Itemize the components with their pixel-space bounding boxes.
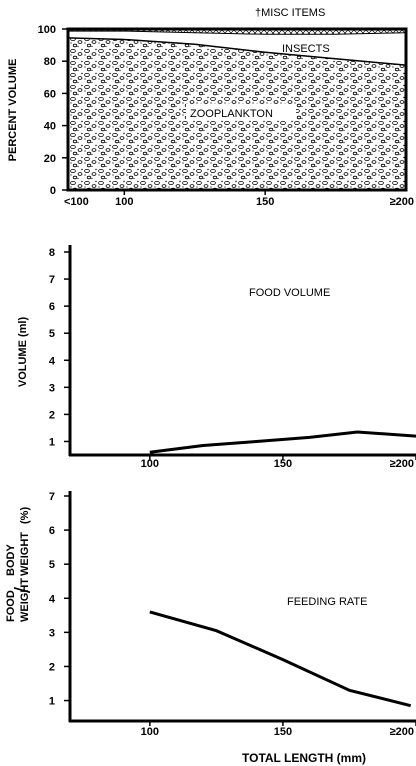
p1-y-tick-label: 40: [44, 121, 56, 133]
p2-y-tick-label: 1: [49, 436, 55, 448]
p3-y-axis-label: FOOD WEIGHT / BODY WEIGHT (%): [5, 507, 35, 622]
p3-x-tick-label: 150: [274, 726, 292, 738]
p2-x-tick-label: 150: [274, 458, 292, 470]
p1-x-tick-label: 100: [115, 196, 133, 208]
p2-food-volume-line: [149, 430, 416, 454]
p1-y-ticks: 0 20 40 60 80 100: [38, 24, 68, 197]
p3-y-tick-label: 5: [49, 559, 55, 571]
p2-y-tick-label: 3: [49, 382, 55, 394]
p1-x-tick-label: <100: [64, 196, 89, 208]
p2-y-tick-label: 8: [49, 247, 55, 259]
p3-y-tick-label: 4: [49, 593, 56, 605]
p3-ylabel-weight-1: WEIGHT: [19, 578, 31, 622]
p1-y-tick-label: 20: [44, 153, 56, 165]
p2-y-tick-label: 5: [49, 328, 55, 340]
p3-y-tick-label: 3: [49, 627, 55, 639]
p3-ylabel-slash: /: [10, 586, 35, 593]
p2-x-ticks: 100 150 ≥200: [141, 455, 416, 470]
p3-y-tick-label: 7: [49, 491, 55, 503]
p1-y-tick-label: 0: [50, 185, 56, 197]
p3-x-axis-label: TOTAL LENGTH (mm): [242, 751, 366, 765]
p3-ylabel-food: FOOD: [5, 590, 17, 622]
p2-x-tick-label: 100: [141, 458, 159, 470]
p3-title: FEEDING RATE: [287, 596, 367, 608]
p2-y-tick-label: 4: [49, 355, 56, 367]
p3-y-tick-label: 6: [49, 525, 55, 537]
p2-y-axis-label: VOLUME (ml): [17, 317, 29, 388]
p2-y-tick-label: 7: [49, 274, 55, 286]
panel-feeding-rate: 1 2 3 4 5 6 7 100 150 ≥200 FOOD WEIGHT / BODY WE…: [5, 491, 416, 765]
p1-zooplankton-label-bg: [186, 104, 296, 120]
p1-y-tick-label: 60: [44, 88, 56, 100]
p1-area-insects: [68, 30, 406, 65]
p1-series-label-insects: INSECTS: [282, 43, 330, 55]
p2-title: FOOD VOLUME: [249, 287, 330, 299]
p1-x-ticks: <100 100 150 ≥200: [64, 190, 414, 208]
p1-series-label-zooplankton: ZOOPLANKTON: [190, 108, 273, 120]
p3-x-tick-label: 100: [141, 726, 159, 738]
p1-y-axis-label: PERCENT VOLUME: [7, 59, 19, 162]
p3-ylabel-body: BODY: [5, 544, 17, 576]
p3-ylabel-weight-2: WEIGHT: [19, 532, 31, 576]
panel-diet-composition: 0 20 40 60 80 100 <100 100 150 ≥200 PERCENT VOLU…: [7, 7, 414, 208]
p1-x-tick-label: 150: [256, 196, 274, 208]
p3-ylabel-unit: (%): [19, 507, 31, 524]
p3-y-tick-label: 1: [49, 696, 55, 708]
p1-frame: [66, 27, 408, 192]
p2-x-tick-label: ≥200: [390, 458, 414, 470]
p3-x-tick-label: ≥200: [390, 726, 414, 738]
p3-feeding-rate-line: [149, 610, 412, 708]
p1-x-tick-label: ≥200: [390, 196, 414, 208]
p2-y-tick-label: 6: [49, 301, 55, 313]
p1-misc-annotation: †MISC ITEMS: [255, 7, 325, 19]
panel-food-volume: 1 2 3 4 5 6 7 8 100 150 ≥200 VOLUME (ml) FOOD VOL…: [17, 245, 416, 470]
p1-y-tick-label: 80: [44, 56, 56, 68]
p3-x-ticks: 100 150 ≥200: [141, 721, 416, 738]
p2-y-ticks: 1 2 3 4 5 6 7 8: [49, 247, 70, 448]
p2-y-tick-label: 2: [49, 409, 55, 421]
p3-y-ticks: 1 2 3 4 5 6 7: [49, 491, 70, 708]
p1-y-tick-label: 100: [38, 24, 56, 36]
p3-y-tick-label: 2: [49, 661, 55, 673]
